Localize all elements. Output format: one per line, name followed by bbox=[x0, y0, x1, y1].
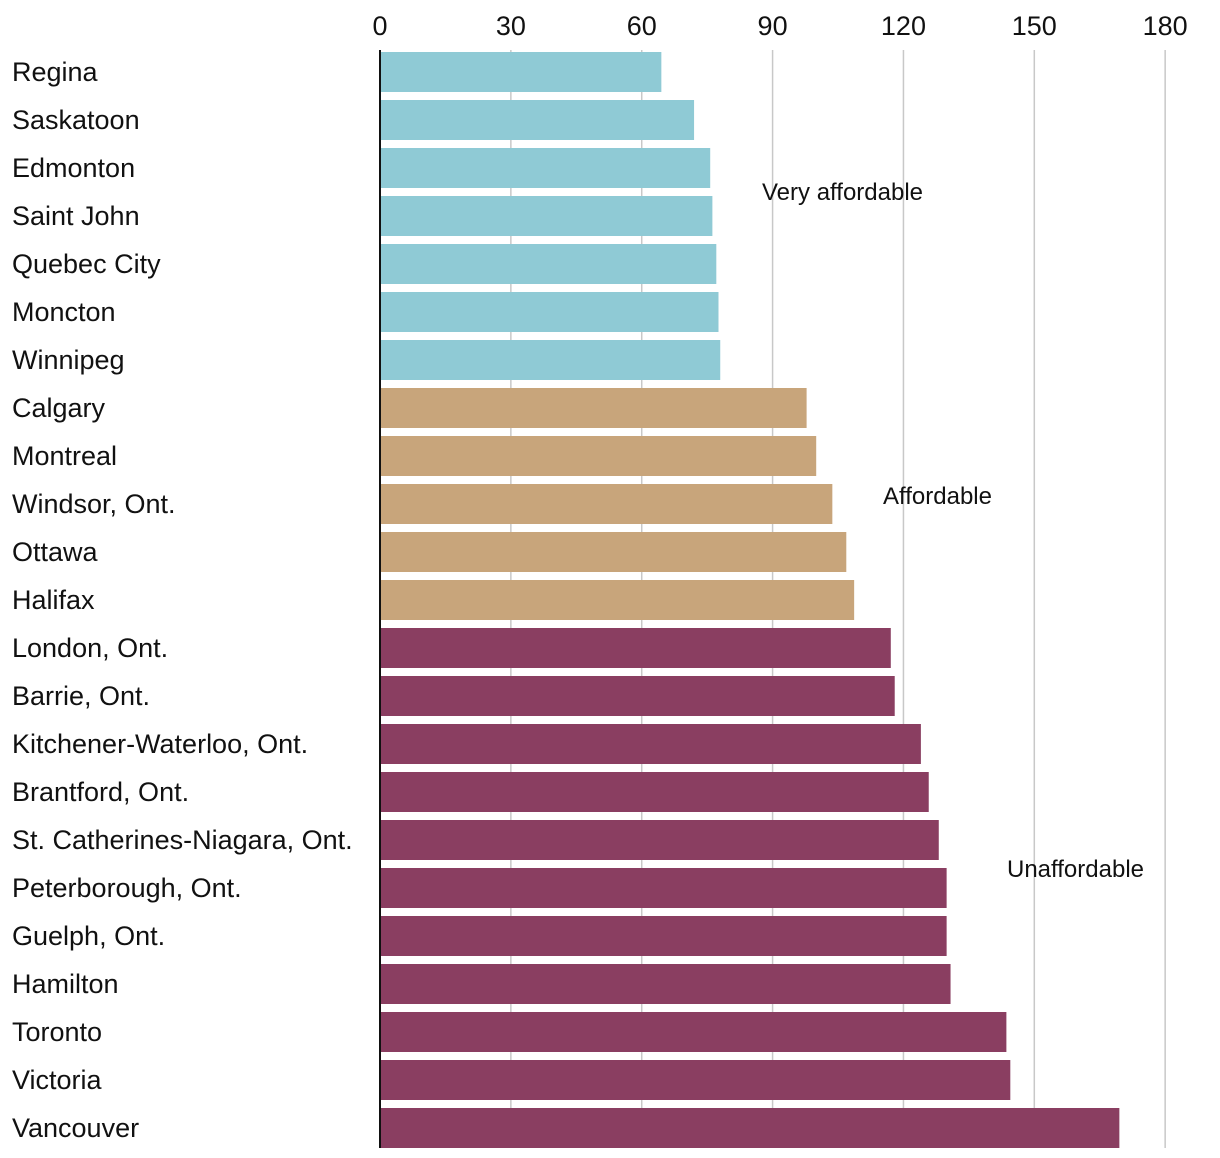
category-label: Saskatoon bbox=[12, 105, 140, 135]
x-tick-label: 0 bbox=[372, 11, 387, 41]
bar bbox=[380, 676, 895, 716]
x-tick-label: 180 bbox=[1143, 11, 1188, 41]
group-annotation: Affordable bbox=[883, 483, 992, 510]
category-label: Victoria bbox=[12, 1065, 103, 1095]
x-tick-label: 30 bbox=[496, 11, 526, 41]
bar bbox=[380, 868, 947, 908]
category-label: Peterborough, Ont. bbox=[12, 873, 242, 903]
bar bbox=[380, 772, 929, 812]
bar bbox=[380, 196, 713, 236]
bar bbox=[380, 244, 717, 284]
category-label: Kitchener-Waterloo, Ont. bbox=[12, 729, 308, 759]
category-label: Halifax bbox=[12, 585, 95, 615]
category-label: Barrie, Ont. bbox=[12, 681, 150, 711]
category-label: Regina bbox=[12, 57, 99, 87]
group-annotation: Unaffordable bbox=[1007, 856, 1144, 883]
bar bbox=[380, 1012, 1007, 1052]
bar bbox=[380, 148, 711, 188]
bar bbox=[380, 1060, 1011, 1100]
category-label: London, Ont. bbox=[12, 633, 168, 663]
bar bbox=[380, 580, 855, 620]
bar bbox=[380, 532, 847, 572]
bar bbox=[380, 388, 807, 428]
bar bbox=[380, 52, 662, 92]
bar bbox=[380, 724, 921, 764]
category-label: Vancouver bbox=[12, 1113, 139, 1143]
bar bbox=[380, 628, 891, 668]
category-label: Moncton bbox=[12, 297, 116, 327]
bar bbox=[380, 292, 719, 332]
category-label: Brantford, Ont. bbox=[12, 777, 189, 807]
bar bbox=[380, 100, 695, 140]
x-tick-label: 120 bbox=[881, 11, 926, 41]
category-label: Winnipeg bbox=[12, 345, 125, 375]
category-label: St. Catherines-Niagara, Ont. bbox=[12, 825, 353, 855]
category-label: Guelph, Ont. bbox=[12, 921, 165, 951]
bar bbox=[380, 436, 817, 476]
bar bbox=[380, 820, 939, 860]
category-label: Saint John bbox=[12, 201, 140, 231]
category-label: Edmonton bbox=[12, 153, 135, 183]
category-label: Toronto bbox=[12, 1017, 102, 1047]
x-tick-label: 150 bbox=[1012, 11, 1057, 41]
category-label: Windsor, Ont. bbox=[12, 489, 176, 519]
group-annotation: Very affordable bbox=[762, 179, 923, 206]
category-label: Montreal bbox=[12, 441, 117, 471]
bar bbox=[380, 340, 721, 380]
category-label: Ottawa bbox=[12, 537, 99, 567]
x-tick-label: 60 bbox=[627, 11, 657, 41]
category-label: Calgary bbox=[12, 393, 106, 423]
bar bbox=[380, 964, 951, 1004]
category-label: Hamilton bbox=[12, 969, 119, 999]
bar bbox=[380, 916, 947, 956]
bar bbox=[380, 484, 833, 524]
category-label: Quebec City bbox=[12, 249, 161, 279]
x-tick-label: 90 bbox=[758, 11, 788, 41]
bar bbox=[380, 1108, 1120, 1148]
